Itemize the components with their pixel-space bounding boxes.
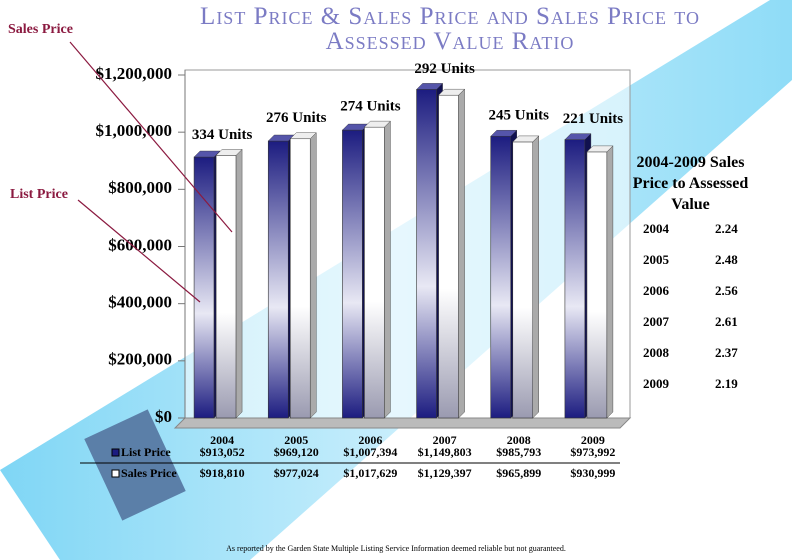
bar-top: [193, 150, 221, 158]
footer: As reported by the Garden State Multiple…: [226, 544, 566, 553]
bar: [267, 140, 289, 419]
ratio-value: 2.56: [715, 283, 738, 298]
value-label: $1,017,629: [343, 466, 397, 480]
ratio-value: 2.19: [715, 376, 738, 391]
bar-top: [289, 132, 317, 139]
ratio-table-title: 2004-2009 Sales Price to Assessed Value: [632, 154, 749, 213]
bar-side: [532, 135, 539, 419]
bar: [416, 89, 437, 419]
bar: [490, 135, 512, 419]
units-label: 276 Units: [266, 110, 327, 126]
ratio-value: 2.24: [715, 221, 738, 236]
ratio-year: 2009: [643, 376, 669, 391]
floor: [173, 417, 632, 429]
annotation: Sales Price: [8, 22, 73, 37]
x-tick-label: 2007: [433, 433, 457, 447]
bar-top: [586, 145, 614, 153]
legend-swatch: [111, 448, 120, 457]
bar-top: [438, 88, 466, 96]
ratio-year: 2005: [643, 252, 669, 267]
ratio-value: 2.48: [715, 252, 738, 267]
x-tick-label: 2008: [507, 433, 531, 447]
value-label: $1,129,397: [418, 466, 472, 480]
units-label: 245 Units: [489, 108, 550, 124]
chart-title: List Price & Sales Price and Sales Price…: [200, 3, 700, 55]
bar: [215, 155, 237, 419]
bar-top: [416, 83, 444, 90]
value-label: $1,007,394: [343, 445, 397, 459]
bar-side: [458, 88, 465, 419]
value-label: $985,793: [496, 445, 541, 459]
ratio-year: 2007: [643, 314, 669, 329]
y-tick-label: $600,000: [108, 235, 172, 254]
x-tick-label: 2005: [284, 433, 308, 447]
value-label: $977,024: [274, 466, 319, 480]
y-tick-label: $400,000: [108, 293, 172, 312]
bar: [193, 156, 215, 419]
bar-side: [606, 145, 614, 419]
value-label: $930,999: [570, 466, 615, 480]
value-label: $918,810: [200, 466, 245, 480]
bar-side: [310, 132, 317, 419]
ratio-year: 2008: [643, 345, 669, 360]
bar: [289, 138, 311, 419]
units-label: 274 Units: [340, 99, 401, 115]
ratio-year: 2004: [643, 221, 669, 236]
ratio-year: 2006: [643, 283, 669, 298]
y-tick-label: $200,000: [108, 350, 172, 369]
value-label: $1,149,803: [418, 445, 472, 459]
x-tick-label: 2006: [358, 433, 382, 447]
units-label: 334 Units: [192, 127, 253, 143]
bar: [586, 151, 608, 419]
bar-side: [384, 120, 391, 419]
x-tick-label: 2009: [581, 433, 605, 447]
annotation-arrow: [77, 199, 201, 303]
value-label: $913,052: [200, 445, 245, 459]
bar: [364, 126, 385, 419]
units-label: 221 Units: [563, 111, 624, 127]
legend-swatch: [111, 469, 120, 478]
plot-area: [184, 69, 631, 419]
legend-label: List Price: [121, 445, 171, 459]
annotation-arrow: [69, 41, 233, 233]
legend-label: Sales Price: [121, 466, 177, 480]
bar: [564, 139, 586, 419]
ratio-value: 2.37: [715, 345, 738, 360]
y-tick-label: $800,000: [108, 178, 172, 197]
bar: [342, 129, 363, 419]
bar-top: [215, 149, 243, 156]
y-tick-label: $1,000,000: [96, 121, 173, 140]
bar-top: [512, 135, 540, 143]
logo-box: [84, 409, 186, 521]
bar-top: [363, 120, 391, 128]
value-label: $965,899: [496, 466, 541, 480]
bar-side: [235, 148, 243, 419]
bar: [438, 94, 459, 419]
x-tick-label: 2004: [210, 433, 234, 447]
bar: [512, 141, 534, 419]
ratio-value: 2.61: [715, 314, 738, 329]
bar-top: [564, 133, 592, 140]
bar-top: [490, 130, 518, 137]
value-label: $969,120: [274, 445, 319, 459]
y-tick-label: $1,200,000: [96, 64, 173, 83]
annotation: List Price: [10, 187, 68, 202]
units-label: 292 Units: [414, 61, 475, 77]
y-tick-label: $0: [155, 407, 172, 426]
value-label: $973,992: [570, 445, 615, 459]
